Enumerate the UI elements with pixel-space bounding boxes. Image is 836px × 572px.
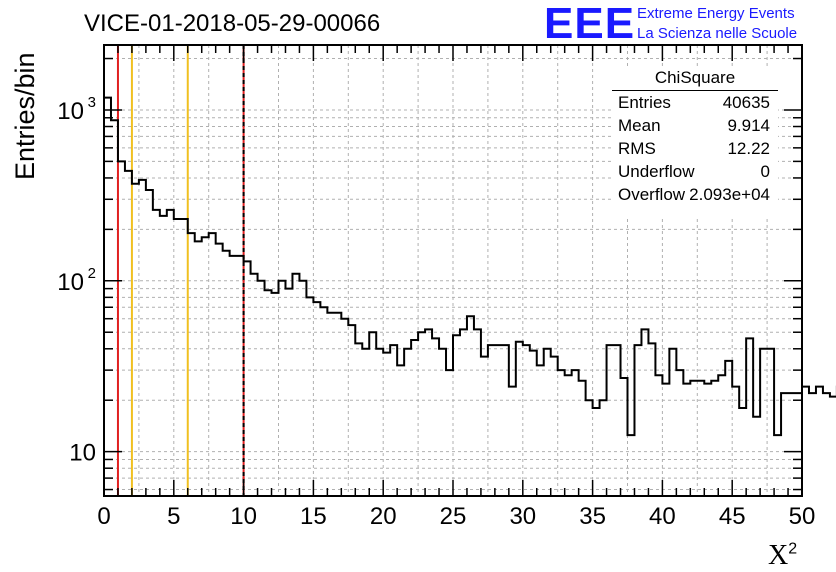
- stats-box: ChiSquare Entries 40635 Mean 9.914 RMS 1…: [612, 66, 778, 216]
- x-tick-label: 10: [230, 503, 257, 530]
- x-tick-label: 35: [579, 503, 606, 530]
- x-tick-label: 50: [789, 503, 816, 530]
- x-tick-label: 0: [97, 503, 110, 530]
- y-tick-label: 10: [57, 269, 84, 296]
- stats-title: ChiSquare: [612, 68, 778, 91]
- stats-row-overflow: Overflow 2.093e+04: [612, 183, 778, 206]
- stats-key: Underflow: [618, 162, 695, 181]
- x-axis-label: X2: [768, 540, 797, 572]
- stats-key: RMS: [618, 139, 656, 158]
- y-axis-label: Entries/bin: [10, 52, 40, 180]
- chart-title: VICE-01-2018-05-29-00066: [84, 10, 381, 37]
- y-tick-label-exponent: 2: [88, 265, 96, 282]
- stats-key: Mean: [618, 116, 661, 135]
- x-axis-label-base: X: [768, 540, 789, 571]
- x-axis-label-exp: 2: [788, 540, 798, 558]
- logo-line-1: Extreme Energy Events: [637, 5, 795, 22]
- x-tick-label: 25: [440, 503, 467, 530]
- logo-line-2: La Scienza nelle Scuole: [637, 25, 798, 42]
- x-tick-label: 20: [370, 503, 397, 530]
- stats-row-rms: RMS 12.22: [612, 137, 778, 160]
- stats-value: 9.914: [727, 116, 770, 135]
- logo-text: Extreme Energy Events La Scienza nelle S…: [637, 4, 797, 44]
- stats-row-underflow: Underflow 0: [612, 160, 778, 183]
- stats-row-entries: Entries 40635: [612, 91, 778, 114]
- stats-key: Entries: [618, 93, 671, 112]
- x-tick-label: 40: [649, 503, 676, 530]
- x-tick-label: 15: [300, 503, 327, 530]
- y-tick-label: 10: [57, 98, 84, 125]
- x-tick-label: 5: [167, 503, 180, 530]
- stats-value: 0: [760, 162, 770, 181]
- stats-row-mean: Mean 9.914: [612, 114, 778, 137]
- eee-logo: EEE: [544, 0, 636, 48]
- stats-value: 2.093e+04: [689, 185, 770, 204]
- x-tick-label: 45: [719, 503, 746, 530]
- x-tick-label: 30: [509, 503, 536, 530]
- y-tick-label: 10: [69, 440, 96, 467]
- stats-key: Overflow: [618, 185, 686, 204]
- stats-value: 12.22: [727, 139, 770, 158]
- y-tick-label-exponent: 3: [88, 94, 96, 111]
- histogram-series: [104, 96, 836, 437]
- stats-value: 40635: [722, 93, 770, 112]
